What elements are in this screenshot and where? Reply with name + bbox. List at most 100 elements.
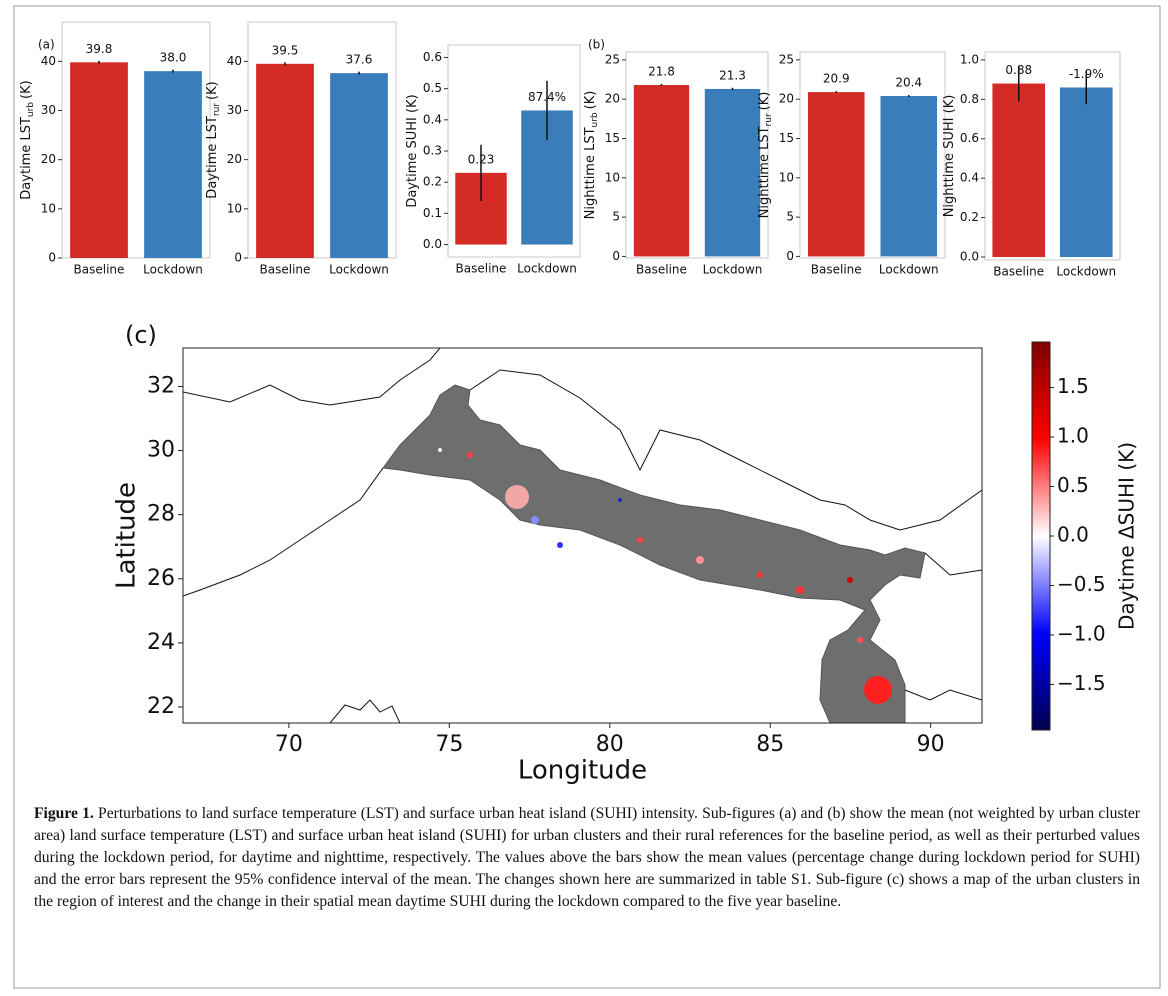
y-axis-label: Daytime LSTurb (K) <box>19 80 36 199</box>
map-art <box>183 348 982 723</box>
y-axis-label-main: Daytime LST <box>19 117 34 200</box>
x-tick-label: Baseline <box>74 263 125 277</box>
cluster <box>438 448 442 452</box>
bar <box>330 73 388 258</box>
cluster <box>857 637 863 643</box>
y-tick-label: 0.0 <box>960 250 979 264</box>
y-tick-label: 0.8 <box>960 92 979 106</box>
y-tick-label: 30 <box>41 103 56 117</box>
y-axis-label: Nighttime LSTurb (K) <box>583 91 600 220</box>
y-tick-label: 10 <box>779 170 794 184</box>
y-tick-label: 30 <box>227 103 242 117</box>
y-tick-label: 28 <box>147 502 175 527</box>
axes-frame <box>799 51 946 259</box>
y-tick-label: 0.2 <box>423 175 442 189</box>
value-label: 20.9 <box>823 72 850 86</box>
figure-frame <box>13 5 1161 989</box>
x-tick-label: Lockdown <box>879 263 939 277</box>
cluster <box>696 556 704 564</box>
x-tick-label: Baseline <box>636 263 687 277</box>
bar <box>1059 87 1113 258</box>
axes-frame <box>625 51 769 259</box>
x-tick-label: Lockdown <box>143 263 203 277</box>
value-label: 39.8 <box>86 42 113 56</box>
y-tick-label: 0 <box>234 251 242 265</box>
y-tick-label: 1.0 <box>960 52 979 66</box>
y-axis-label-main: Daytime LST <box>205 116 220 199</box>
coast <box>329 699 401 723</box>
colorbar-tick-label: 1.5 <box>1057 374 1089 398</box>
y-tick-label: 0 <box>786 249 794 263</box>
y-axis-label-main: Nighttime SUHI (K) <box>942 95 957 218</box>
value-label: 37.6 <box>346 53 373 67</box>
y-axis-label-main: Nighttime LST <box>757 126 772 218</box>
axes-frame <box>61 21 211 259</box>
y-tick-label: 0.1 <box>423 206 442 220</box>
panel-label: (a) <box>38 38 55 52</box>
border <box>469 369 982 531</box>
bar <box>70 62 128 258</box>
cluster <box>597 567 603 573</box>
bar <box>633 85 690 257</box>
x-tick-label: Lockdown <box>517 262 577 276</box>
y-tick-label: 0.6 <box>960 131 979 145</box>
y-axis-label: Nighttime SUHI (K) <box>942 95 957 218</box>
cluster <box>557 542 563 548</box>
y-tick-label: 26 <box>147 566 175 591</box>
cluster-dots <box>438 448 892 704</box>
y-tick-label: 25 <box>779 52 794 66</box>
bar <box>992 83 1046 258</box>
cluster <box>864 676 892 704</box>
panel-label: (b) <box>588 38 605 52</box>
y-tick-label: 5 <box>612 210 620 224</box>
y-tick-label: 0 <box>612 249 620 263</box>
y-tick-label: 0.4 <box>960 171 979 185</box>
y-tick-label: 0.4 <box>423 112 442 126</box>
y-tick-label: 0 <box>48 251 56 265</box>
cluster <box>637 537 643 543</box>
bar <box>144 71 202 259</box>
y-axis-label-sub: urb <box>26 102 36 117</box>
y-tick-label: 0.3 <box>423 144 442 158</box>
y-tick-label: 10 <box>41 201 56 215</box>
cluster <box>796 586 804 594</box>
x-tick-label: Lockdown <box>329 263 389 277</box>
x-tick-label: Baseline <box>811 263 862 277</box>
colorbar <box>1031 341 1051 731</box>
y-axis-label-unit: (K) <box>19 80 34 99</box>
bar <box>704 88 761 257</box>
value-label: 0.23 <box>468 152 495 166</box>
cluster <box>467 452 473 458</box>
y-axis-label: Nighttime LSTrur (K) <box>757 92 774 219</box>
x-tick-label: Baseline <box>456 262 507 276</box>
y-axis-label-main: Daytime SUHI (K) <box>405 94 420 207</box>
bar <box>256 63 314 258</box>
y-axis-label-sub: rur <box>764 113 774 126</box>
y-tick-label: 24 <box>147 630 175 655</box>
y-tick-label: 5 <box>786 210 794 224</box>
y-tick-label: 25 <box>605 52 620 66</box>
y-tick-label: 10 <box>605 170 620 184</box>
value-label: 0.88 <box>1005 63 1032 77</box>
colorbar-tick-label: −0.5 <box>1057 572 1106 596</box>
y-tick-label: 0.5 <box>423 81 442 95</box>
border <box>183 348 441 406</box>
y-axis-label: Daytime LSTrur (K) <box>205 81 222 198</box>
y-axis-label-unit: (K) <box>205 81 220 100</box>
caption-label: Figure 1. <box>34 805 94 822</box>
x-tick-label: Lockdown <box>1056 265 1116 279</box>
y-tick-label: 32 <box>147 373 175 398</box>
value-label: 38.0 <box>160 51 187 65</box>
border <box>183 467 384 597</box>
change-label: 87.4% <box>528 90 566 104</box>
cluster <box>531 516 539 524</box>
caption: Figure 1. Perturbations to land surface … <box>34 803 1140 913</box>
y-axis-label-main: Nighttime LST <box>583 127 598 219</box>
y-tick-label: 15 <box>779 131 794 145</box>
axes-frame <box>182 347 983 724</box>
bar <box>880 96 938 257</box>
region <box>382 384 926 723</box>
y-tick-label: 20 <box>227 152 242 166</box>
